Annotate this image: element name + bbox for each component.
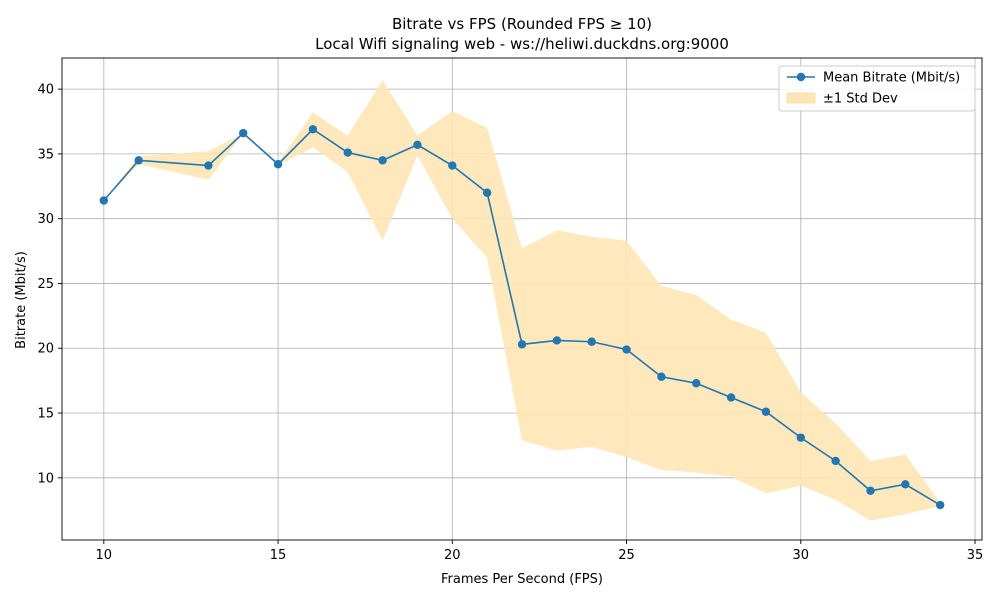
axes-frame (61, 57, 983, 541)
x-tick-label: 10 (96, 548, 113, 563)
mean-bitrate-point (552, 336, 562, 345)
legend-label-std: ±1 Std Dev (823, 92, 898, 107)
y-tick-label: 25 (37, 277, 54, 292)
legend: Mean Bitrate (Mbit/s) ±1 Std Dev (778, 65, 976, 112)
mean-bitrate-point (273, 160, 283, 169)
chart-subtitle: Local Wifi signaling web - ws://heliwi.d… (315, 35, 729, 53)
x-tick-label: 30 (793, 548, 810, 563)
mean-bitrate-point (343, 148, 352, 157)
x-tick-label: 25 (618, 548, 635, 563)
mean-bitrate-point (935, 500, 945, 510)
mean-bitrate-point (657, 372, 666, 381)
y-tick-label: 15 (37, 407, 54, 422)
mean-bitrate-point (482, 188, 492, 197)
x-tick-label: 15 (270, 548, 287, 563)
mean-bitrate-point (866, 486, 875, 495)
mean-bitrate-point (204, 161, 213, 170)
y-axis-label: Bitrate (Mbit/s) (14, 251, 29, 349)
y-tick-label: 40 (37, 83, 54, 98)
mean-bitrate-point (239, 128, 248, 138)
legend-frame (778, 65, 976, 112)
plot-area: 10 15 20 25 30 35 10 15 20 25 30 35 40 (37, 57, 984, 563)
mean-bitrate-point (761, 407, 771, 416)
mean-bitrate-point (413, 140, 422, 150)
mean-bitrate-point (448, 161, 457, 170)
mean-bitrate-point (901, 480, 910, 489)
mean-bitrate-point (692, 379, 701, 388)
y-tick-label: 35 (37, 147, 54, 162)
x-axis-label: Frames Per Second (FPS) (441, 572, 603, 587)
mean-bitrate-point (134, 156, 143, 165)
y-tick-label: 10 (37, 471, 54, 486)
mean-bitrate-point (796, 433, 805, 442)
std-dev-band (103, 80, 941, 521)
mean-bitrate-point (726, 393, 736, 402)
legend-label-mean: Mean Bitrate (Mbit/s) (823, 71, 960, 86)
y-tick-label: 30 (37, 212, 54, 227)
mean-bitrate-point (378, 156, 387, 165)
legend-marker-swatch (796, 72, 806, 82)
mean-bitrate-point (308, 125, 318, 134)
x-tick-label: 35 (967, 548, 984, 563)
y-tick-label: 20 (37, 342, 54, 357)
chart-title: Bitrate vs FPS (Rounded FPS ≥ 10) (392, 15, 652, 33)
mean-bitrate-point (587, 337, 596, 346)
mean-bitrate-point (99, 196, 109, 205)
mean-bitrate-line (103, 128, 941, 506)
mean-bitrate-point (831, 456, 840, 466)
mean-bitrate-point (517, 340, 527, 349)
legend-band-swatch (786, 92, 816, 104)
x-tick-label: 20 (444, 548, 461, 563)
mean-bitrate-point (622, 345, 631, 354)
